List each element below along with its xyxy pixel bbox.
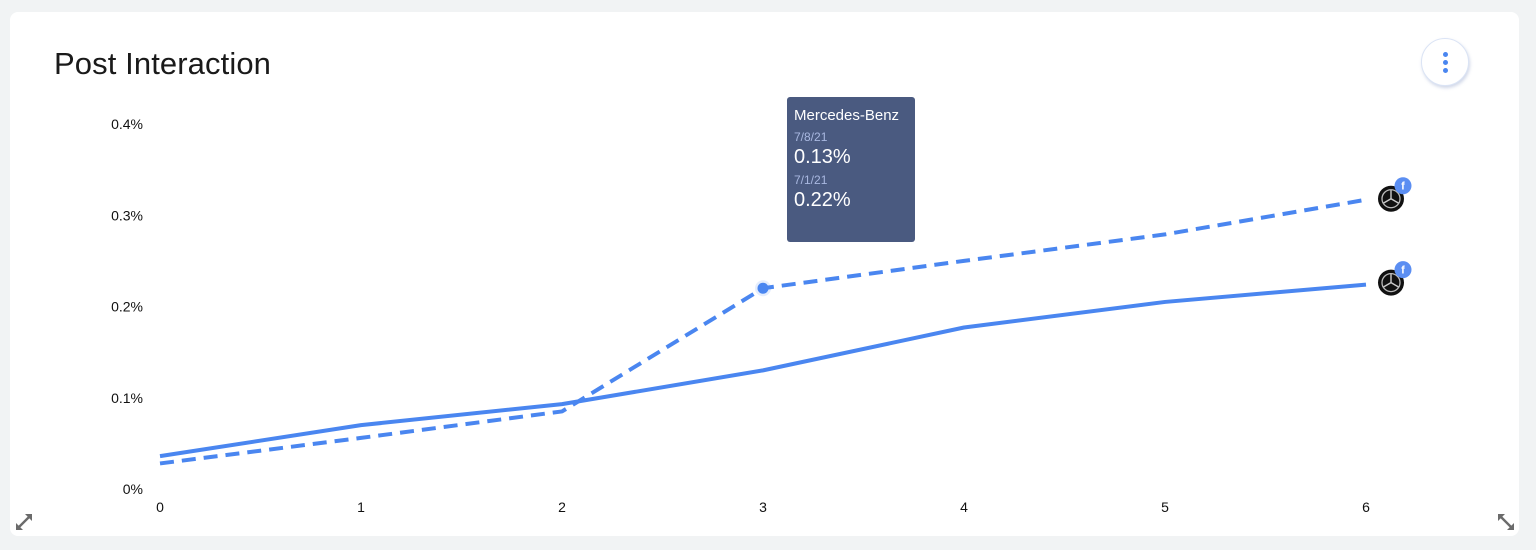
mercedes-logo-icon <box>1378 269 1404 296</box>
y-tick-label: 0.1% <box>111 390 143 406</box>
x-axis: 0 1 2 3 4 5 6 <box>156 499 1370 515</box>
tooltip-brand: Mercedes-Benz <box>794 107 900 124</box>
more-vertical-icon <box>1442 51 1448 57</box>
post-interaction-card: Post Interaction <box>10 12 1519 536</box>
x-tick-label: 0 <box>156 499 164 515</box>
x-tick-label: 4 <box>960 499 968 515</box>
y-tick-label: 0.4% <box>111 116 143 132</box>
tooltip-value-previous: 0.22% <box>794 189 851 211</box>
tooltip-date-current: 7/8/21 <box>794 130 828 144</box>
y-axis: 0% 0.1% 0.2% 0.3% 0.4% <box>111 116 143 497</box>
hover-point[interactable] <box>757 282 769 294</box>
more-options-button[interactable] <box>1421 38 1469 86</box>
expand-resize-icon-left[interactable] <box>14 512 34 532</box>
chart-markers: ff <box>755 177 1412 297</box>
current-period-line[interactable] <box>159 282 1367 459</box>
x-tick-label: 3 <box>759 499 767 515</box>
card-title: Post Interaction <box>54 46 271 81</box>
expand-resize-icon-right[interactable] <box>1496 512 1516 532</box>
svg-text:f: f <box>1401 265 1405 277</box>
more-vertical-icon-dot <box>1442 67 1448 73</box>
x-tick-label: 6 <box>1362 499 1370 515</box>
x-tick-label: 2 <box>558 499 566 515</box>
x-tick-label: 1 <box>357 499 365 515</box>
previous-period-line[interactable] <box>159 197 1367 466</box>
mercedes-logo-icon <box>1378 185 1404 212</box>
facebook-badge-icon: f <box>1394 261 1412 279</box>
y-tick-label: 0.2% <box>111 299 143 315</box>
tooltip-value-current: 0.13% <box>794 146 851 168</box>
svg-text:f: f <box>1401 181 1405 193</box>
y-tick-label: 0.3% <box>111 207 143 223</box>
x-tick-label: 5 <box>1161 499 1169 515</box>
y-tick-label: 0% <box>123 481 143 497</box>
more-vertical-icon-dot <box>1442 59 1448 65</box>
chart-tooltip: Mercedes-Benz 7/8/21 0.13% 7/1/21 0.22% <box>787 97 915 242</box>
chart-lines <box>159 197 1367 466</box>
tooltip-date-previous: 7/1/21 <box>794 173 828 187</box>
facebook-badge-icon: f <box>1394 177 1412 195</box>
